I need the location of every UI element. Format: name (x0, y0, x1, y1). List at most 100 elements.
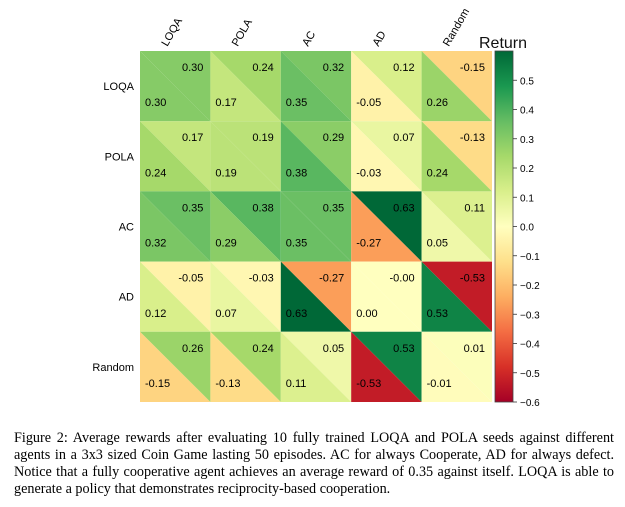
colorbar-tick-label: 0.5 (520, 76, 534, 87)
colorbar-tick-label: 0.3 (520, 135, 534, 146)
colorbar-gradient (494, 50, 514, 403)
cell-label-upper: 0.19 (252, 132, 273, 144)
cell-label-upper: 0.11 (464, 202, 485, 214)
cell-label-lower: 0.17 (215, 97, 236, 109)
cell-lower-loqa-vs-pola (210, 51, 281, 122)
cell-upper-pola-vs-ad (351, 121, 422, 192)
cell-label-lower: 0.24 (145, 167, 166, 179)
cell-upper-pola-vs-ac (280, 121, 352, 192)
figure-caption: Figure 2: Average rewards after evaluati… (14, 430, 614, 497)
cell-lower-loqa-vs-ac (280, 51, 352, 122)
column-label: POLA (230, 17, 255, 49)
cell-lower-pola-vs-loqa (140, 121, 211, 192)
colorbar-tick-label: 0.2 (520, 164, 534, 175)
cell-label-upper: 0.29 (323, 132, 344, 144)
cell-label-lower: 0.63 (286, 308, 307, 320)
cell-label-upper: 0.01 (464, 343, 485, 355)
colorbar-title: Return (479, 35, 527, 52)
cell-upper-loqa-vs-ad (351, 51, 422, 122)
cell-lower-ad-vs-pola (210, 261, 281, 332)
cell-label-upper: -0.53 (460, 273, 485, 285)
cell-label-upper: 0.38 (252, 202, 273, 214)
cell-label-lower: -0.13 (215, 378, 240, 390)
cell-label-upper: 0.35 (323, 202, 344, 214)
cell-label-upper: 0.53 (393, 343, 414, 355)
cell-upper-ad-vs-ac (280, 261, 352, 332)
cell-label-lower: 0.05 (427, 238, 448, 250)
cell-label-lower: 0.26 (427, 97, 448, 109)
cell-label-upper: -0.27 (319, 273, 344, 285)
cell-label-lower: 0.38 (286, 167, 307, 179)
cell-upper-loqa-vs-random (421, 51, 492, 122)
cell-label-lower: 0.12 (145, 308, 166, 320)
heatmap-cells (140, 51, 492, 402)
heatmap-figure: 0.30 0.30 0.24 0.17 0.32 0.35 0.12 -0.05 -0.15 0.… (92, 6, 540, 409)
cell-label-upper: 0.26 (182, 343, 203, 355)
column-label: AC (300, 29, 318, 48)
cell-upper-pola-vs-pola (210, 121, 281, 192)
row-label: LOQA (103, 81, 134, 93)
row-label: AD (119, 292, 134, 304)
cell-lower-ac-vs-loqa (140, 191, 211, 262)
cell-lower-loqa-vs-loqa (140, 51, 211, 122)
cell-lower-ac-vs-ac (280, 191, 352, 262)
colorbar-tick-label: −0.2 (520, 281, 540, 292)
cell-upper-ad-vs-random (421, 261, 492, 332)
heatmap-cell-labels: 0.30 0.30 0.24 0.17 0.32 0.35 0.12 -0.05 -0.15 0.… (145, 62, 485, 390)
cell-upper-ad-vs-loqa (140, 261, 211, 332)
cell-lower-ad-vs-loqa (140, 261, 211, 332)
cell-lower-ad-vs-random (421, 261, 492, 332)
column-label: AD (371, 29, 389, 48)
colorbar-tick-label: 0.0 (520, 223, 534, 234)
column-labels: LOQA POLA AC AD Random (159, 6, 472, 48)
colorbar-ticks: 0.5 0.4 0.3 0.2 0.1 0.0 −0.1 −0.2 −0.3 −0.4 −0.5 −0… (513, 76, 540, 409)
cell-label-upper: 0.24 (252, 62, 273, 74)
cell-lower-pola-vs-random (421, 121, 492, 192)
cell-lower-random-vs-random (421, 331, 492, 402)
cell-upper-ac-vs-random (421, 191, 492, 262)
cell-label-upper: -0.03 (249, 273, 274, 285)
cell-label-upper: -0.15 (460, 62, 485, 74)
cell-label-lower: -0.27 (356, 238, 381, 250)
column-label: LOQA (159, 15, 185, 48)
row-labels: LOQA POLA AC AD Random (92, 81, 134, 374)
cell-lower-ac-vs-random (421, 191, 492, 262)
cell-label-upper: -0.00 (390, 273, 415, 285)
cell-label-lower: 0.32 (145, 238, 166, 250)
cell-label-upper: 0.35 (182, 202, 203, 214)
column-label: Random (441, 6, 472, 48)
colorbar-tick-label: −0.4 (520, 340, 540, 351)
cell-label-lower: -0.53 (356, 378, 381, 390)
cell-lower-random-vs-ad (351, 331, 422, 402)
cell-label-upper: 0.32 (323, 62, 344, 74)
cell-lower-random-vs-loqa (140, 331, 211, 402)
cell-upper-ac-vs-ad (351, 191, 422, 262)
cell-label-upper: 0.12 (393, 62, 414, 74)
row-label: AC (119, 222, 134, 234)
colorbar-tick-label: −0.3 (520, 310, 540, 321)
cell-label-lower: 0.29 (215, 238, 236, 250)
cell-label-upper: -0.05 (178, 273, 203, 285)
cell-lower-loqa-vs-ad (351, 51, 422, 122)
cell-lower-random-vs-ac (280, 331, 352, 402)
colorbar-tick-label: −0.1 (520, 252, 540, 263)
cell-lower-ac-vs-pola (210, 191, 281, 262)
cell-lower-loqa-vs-random (421, 51, 492, 122)
cell-label-lower: 0.19 (215, 167, 236, 179)
cell-label-lower: 0.35 (286, 238, 307, 250)
cell-label-lower: -0.03 (356, 167, 381, 179)
cell-label-lower: 0.24 (427, 167, 448, 179)
cell-upper-pola-vs-loqa (140, 121, 211, 192)
cell-lower-ac-vs-ad (351, 191, 422, 262)
cell-lower-ad-vs-ac (280, 261, 352, 332)
cell-label-upper: 0.07 (393, 132, 414, 144)
cell-label-upper: 0.17 (182, 132, 203, 144)
cell-label-lower: -0.01 (427, 378, 452, 390)
cell-label-upper: 0.30 (182, 62, 203, 74)
cell-lower-pola-vs-ad (351, 121, 422, 192)
colorbar: 0.5 0.4 0.3 0.2 0.1 0.0 −0.1 −0.2 −0.3 −0.4 −0.5 −0… (479, 35, 540, 409)
cell-lower-pola-vs-pola (210, 121, 281, 192)
cell-label-lower: 0.00 (356, 308, 377, 320)
colorbar-tick-label: −0.6 (520, 398, 540, 409)
cell-label-upper: 0.24 (252, 343, 273, 355)
